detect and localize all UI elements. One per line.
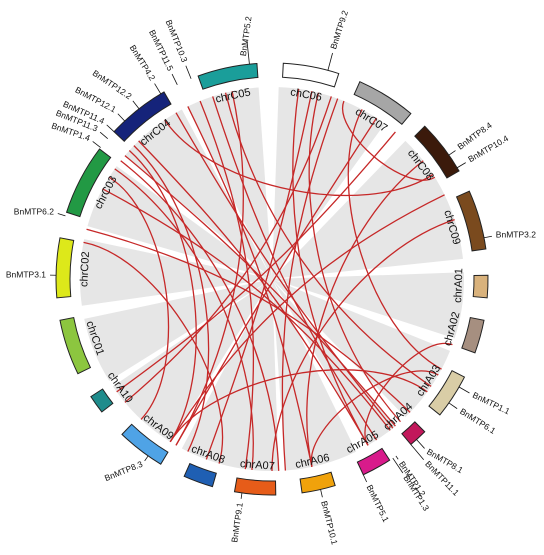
gene-tick-bnmtp10-4 — [457, 163, 466, 168]
gene-tick-bnmtp1-4 — [93, 141, 101, 147]
chromosome-chra08 — [184, 464, 216, 487]
chromosome-chra02 — [462, 318, 484, 353]
chromosome-chra07 — [234, 478, 275, 495]
gene-label-bnmtp6-2: BnMTP6.2 — [14, 207, 54, 217]
chromosome-label-chrc02: chrC02 — [78, 251, 92, 287]
gene-tick-bnmtp5-1 — [363, 475, 366, 482]
chromosome-chc06 — [283, 63, 339, 87]
gene-label-bnmtp9-1: BnMTP9.1 — [229, 502, 245, 543]
gene-label-bnmtp3-1: BnMTP3.1 — [6, 269, 46, 279]
gene-label-bnmtp9-2: BnMTP9.2 — [328, 9, 350, 51]
gene-label-bnmtp1-1: BnMTP1.1 — [471, 390, 512, 417]
gene-tick-bnmtp8-4 — [449, 151, 456, 156]
gene-tick-bnmtp10-3 — [186, 66, 191, 79]
gene-tick-bnmtp10-1 — [321, 489, 323, 497]
gene-tick-bnmtp11-1 — [411, 444, 424, 459]
gene-tick-bnmtp1-2 — [396, 456, 398, 459]
chromosome-chra05 — [357, 448, 389, 474]
gene-tick-bnmtp3-2 — [484, 236, 492, 238]
gene-tick-bnmtp8-1 — [417, 440, 425, 449]
gene-label-bnmtp5-1: BnMTP5.1 — [365, 483, 392, 524]
chromosome-chra04 — [402, 422, 425, 445]
gene-tick-bnmtp12-2 — [133, 101, 139, 109]
chromosome-label-chra07: chrA07 — [239, 458, 275, 473]
gene-tick-bnmtp9-1 — [241, 493, 242, 499]
gene-tick-bnmtp6-2 — [58, 214, 66, 216]
gene-label-bnmtp8-3: BnMTP8.3 — [103, 459, 144, 483]
gene-tick-bnmtp11-4 — [107, 125, 114, 132]
chromosome-chrc02 — [56, 238, 74, 298]
gene-label-bnmtp5-2: BnMTP5.2 — [238, 15, 254, 56]
chromosome-label-chra01: chrA01 — [452, 268, 465, 303]
gene-tick-bnmtp11-5 — [172, 74, 177, 85]
chromosome-chra01 — [473, 275, 488, 298]
chromosome-chra06 — [300, 472, 335, 493]
gene-label-bnmtp10-1: BnMTP10.1 — [319, 500, 340, 546]
chromosome-chrc05 — [198, 64, 258, 90]
gene-tick-bnmtp11-3 — [100, 132, 108, 138]
gene-tick-bnmtp4-2 — [155, 84, 161, 94]
gene-tick-bnmtp12-1 — [118, 114, 125, 121]
gene-label-bnmtp6-1: BnMTP6.1 — [458, 406, 498, 436]
gene-label-bnmtp3-2: BnMTP3.2 — [496, 230, 536, 240]
chromosome-chra10 — [91, 389, 113, 412]
gene-tick-bnmtp8-3 — [145, 456, 148, 461]
gene-label-bnmtp4-2: BnMTP4.2 — [128, 43, 158, 83]
gene-tick-bnmtp6-1 — [449, 403, 457, 409]
gene-tick-bnmtp1-1 — [459, 387, 469, 393]
gene-tick-bnmtp9-2 — [328, 53, 333, 70]
